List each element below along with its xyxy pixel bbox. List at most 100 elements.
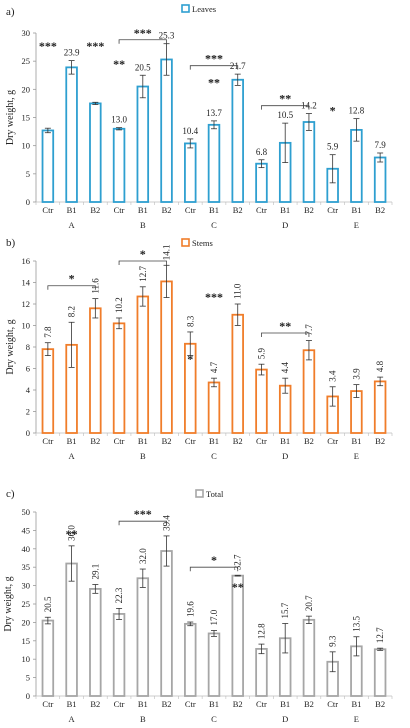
y-tick-label: 10 xyxy=(22,654,31,664)
bracket-mark: * xyxy=(140,247,146,261)
x-tick-label: Ctr xyxy=(256,699,267,709)
x-tick-label: B1 xyxy=(209,436,219,446)
y-tick-label: 50 xyxy=(22,507,31,517)
x-tick-label: B2 xyxy=(162,699,172,709)
x-tick-label: Ctr xyxy=(185,699,196,709)
data-label: 13.7 xyxy=(206,108,222,118)
x-tick-label: B1 xyxy=(67,436,77,446)
bar xyxy=(136,577,150,697)
bracket-mark: *** xyxy=(134,26,152,40)
bracket-mark: * xyxy=(69,272,75,286)
x-tick-label: Ctr xyxy=(185,436,196,446)
legend-label: Leaves xyxy=(192,4,216,14)
data-label: 10.2 xyxy=(114,297,124,313)
bar xyxy=(207,381,221,434)
significance-mark: * xyxy=(330,104,336,118)
data-label: 4.7 xyxy=(209,361,219,373)
chart-panel-2: c) Total 0 5 10 15 20 25 30 35 40 45 50 Dry weight, g… xyxy=(3,488,393,724)
bar xyxy=(89,588,102,697)
x-tick-label: Ctr xyxy=(185,205,196,215)
group-label: C xyxy=(211,220,217,230)
data-label: 36.0 xyxy=(67,525,77,541)
group-label: A xyxy=(69,220,76,230)
y-tick-label: 12 xyxy=(22,299,31,309)
panel-label: a) xyxy=(6,6,15,18)
x-tick-label: Ctr xyxy=(327,699,338,709)
x-tick-label: Ctr xyxy=(327,205,338,215)
group-label: E xyxy=(354,451,359,461)
y-tick-label: 20 xyxy=(22,84,31,94)
x-tick-label: B1 xyxy=(67,205,77,215)
chart-panel-1: b) Stems 0 2 4 6 8 10 12 14 16 Dry weight, g 7.8 Ctr 8… xyxy=(5,237,393,461)
x-tick-label: Ctr xyxy=(256,205,267,215)
significance-bracket xyxy=(261,105,310,110)
significance-bracket xyxy=(189,65,239,70)
x-tick-label: Ctr xyxy=(114,205,125,215)
bar xyxy=(207,123,221,203)
data-label: 10.4 xyxy=(182,126,198,136)
significance-mark: * xyxy=(187,352,193,366)
x-tick-label: B2 xyxy=(304,205,314,215)
data-label: 17.0 xyxy=(209,609,219,625)
data-label: 11.0 xyxy=(233,283,243,299)
y-tick-label: 14 xyxy=(22,278,31,288)
bar xyxy=(160,280,173,434)
significance-mark: *** xyxy=(86,39,104,53)
y-tick-label: 15 xyxy=(22,113,31,123)
x-tick-label: B1 xyxy=(351,205,361,215)
group-label: A xyxy=(69,714,76,724)
y-tick-label: 35 xyxy=(22,562,31,572)
x-tick-label: B1 xyxy=(67,699,77,709)
data-label: 12.7 xyxy=(375,627,385,643)
bar xyxy=(373,380,387,434)
x-tick-label: B2 xyxy=(90,699,100,709)
x-tick-label: B2 xyxy=(375,436,385,446)
data-label: 25.3 xyxy=(159,31,175,41)
significance-mark: ** xyxy=(208,76,220,90)
data-label: 12.8 xyxy=(256,623,266,639)
x-tick-label: B2 xyxy=(90,205,100,215)
data-label: 8.2 xyxy=(67,306,77,317)
x-tick-label: B1 xyxy=(280,205,290,215)
x-tick-label: B1 xyxy=(209,699,219,709)
y-tick-label: 20 xyxy=(22,617,31,627)
chart-panel-0: a) Leaves 0 5 10 15 20 25 30 Dry weight, g Ctr 23.9… xyxy=(5,4,393,230)
data-label: 15.7 xyxy=(280,602,290,618)
significance-mark: *** xyxy=(205,290,223,304)
bar xyxy=(231,78,244,203)
bracket-mark: * xyxy=(211,553,217,567)
x-tick-label: B1 xyxy=(138,436,148,446)
data-label: 5.9 xyxy=(327,142,339,152)
data-label: 13.5 xyxy=(351,616,361,632)
y-tick-label: 6 xyxy=(26,364,30,374)
bar xyxy=(136,85,150,203)
significance-mark: ** xyxy=(66,527,78,541)
bracket-mark: ** xyxy=(279,92,291,106)
x-tick-label: B2 xyxy=(304,699,314,709)
bar xyxy=(302,349,316,434)
y-tick-label: 0 xyxy=(26,197,30,207)
legend-swatch xyxy=(181,238,190,247)
bar xyxy=(41,129,55,203)
bar xyxy=(184,142,197,203)
x-tick-label: B2 xyxy=(233,699,243,709)
panel-label: c) xyxy=(6,488,15,500)
significance-mark: ** xyxy=(113,57,125,71)
y-tick-label: 10 xyxy=(22,141,31,151)
group-label: B xyxy=(140,451,146,461)
x-tick-label: B2 xyxy=(233,205,243,215)
bar xyxy=(112,322,126,434)
x-tick-label: B1 xyxy=(209,205,219,215)
data-label: 22.3 xyxy=(114,587,124,603)
bar xyxy=(89,102,102,203)
data-label: 7.8 xyxy=(43,326,53,338)
data-label: 32.0 xyxy=(138,548,148,564)
data-label: 20.7 xyxy=(304,595,314,611)
data-label: 3.9 xyxy=(351,368,361,380)
significance-bracket xyxy=(118,260,167,265)
bar xyxy=(65,562,78,697)
x-tick-label: B1 xyxy=(138,205,148,215)
significance-mark: *** xyxy=(39,39,57,53)
x-tick-label: Ctr xyxy=(256,436,267,446)
bar xyxy=(231,313,244,434)
